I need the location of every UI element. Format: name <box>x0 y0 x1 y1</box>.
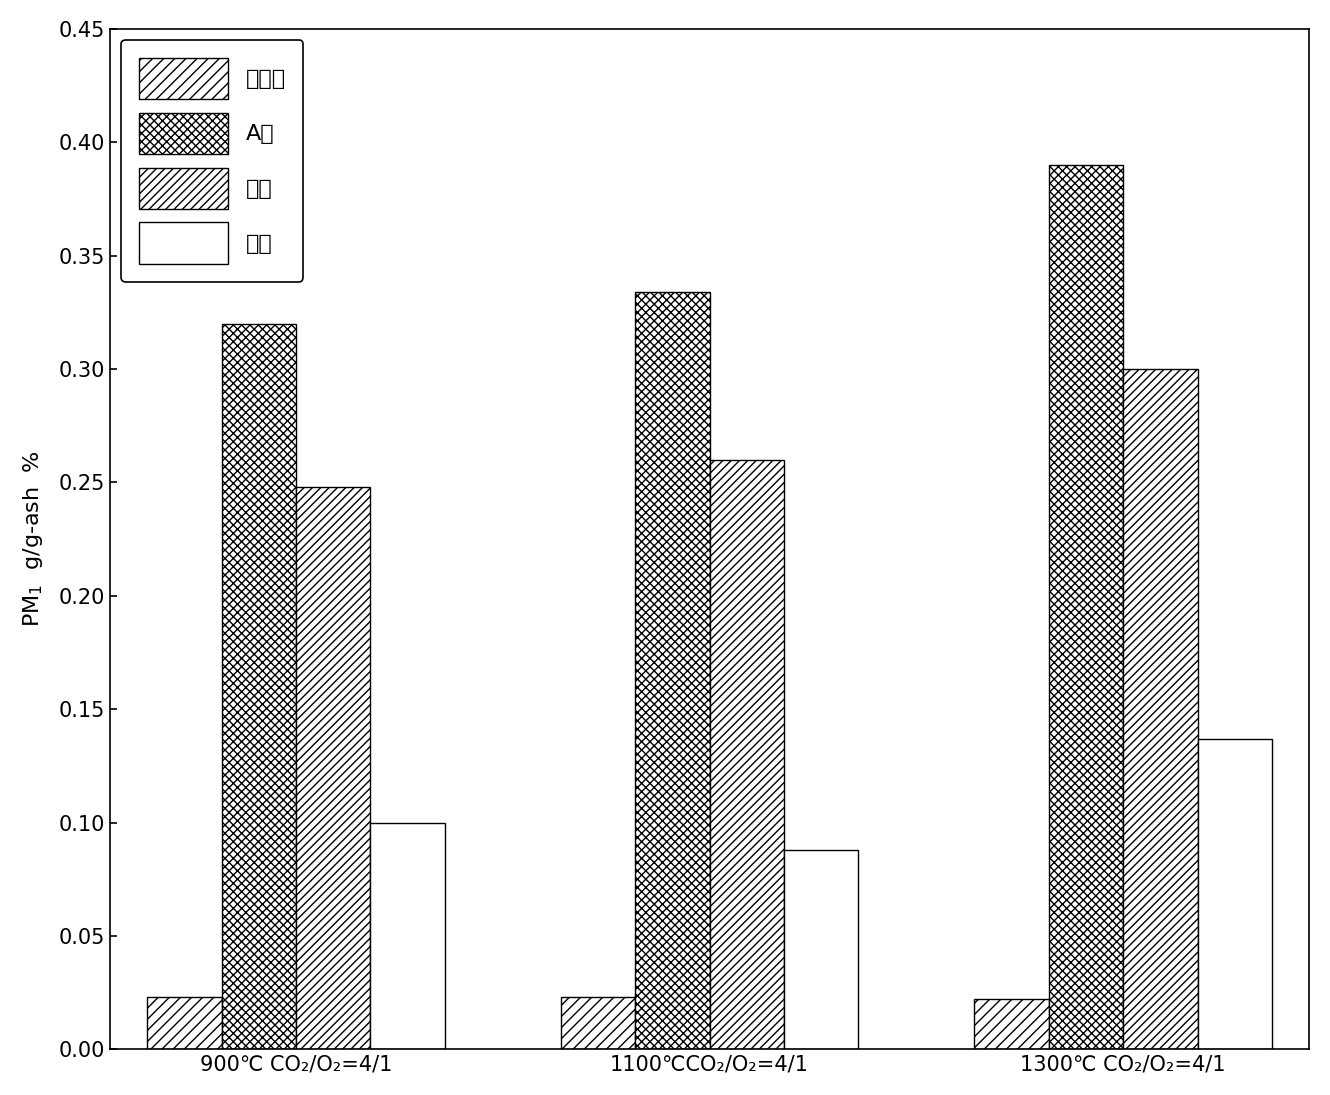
Bar <box>297 487 371 1049</box>
Bar <box>1197 739 1271 1049</box>
Legend: 高岭土, A煎, 计算, 实验: 高岭土, A煎, 计算, 实验 <box>121 39 303 281</box>
Bar <box>974 1000 1048 1049</box>
Bar <box>148 998 222 1049</box>
Bar <box>636 292 710 1049</box>
Y-axis label: PM$_1$  g/g-ash  %: PM$_1$ g/g-ash % <box>21 451 45 627</box>
Bar <box>222 324 297 1049</box>
Bar <box>561 998 636 1049</box>
Bar <box>371 822 446 1049</box>
Bar <box>783 850 858 1049</box>
Bar <box>1048 165 1123 1049</box>
Bar <box>1123 369 1197 1049</box>
Bar <box>710 460 783 1049</box>
